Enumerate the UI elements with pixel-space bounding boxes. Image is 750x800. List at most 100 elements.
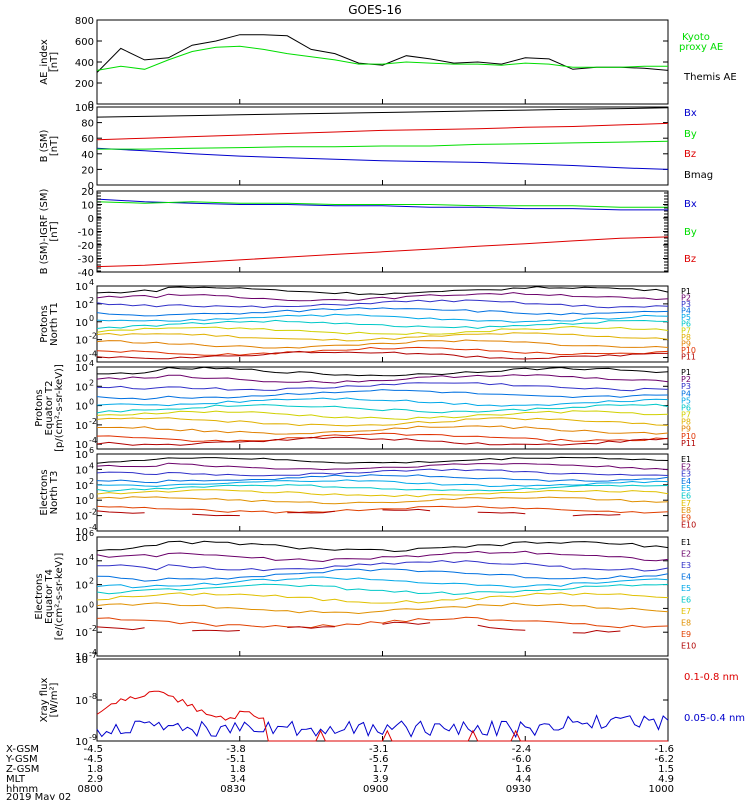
y-tick-label: 20 — [81, 165, 94, 176]
series-p1 — [97, 366, 669, 377]
y-tick-label: 10 — [75, 496, 88, 507]
legend-e6: E6 — [681, 492, 691, 501]
series-e1 — [96, 540, 669, 553]
series-p7 — [96, 325, 669, 335]
y-tick-label: 0 — [88, 214, 94, 225]
x-value: 1.7 — [373, 764, 389, 775]
y-tick-label-exp: 2 — [89, 577, 94, 586]
series-p6 — [96, 403, 669, 414]
series-0.05-0.4-nm — [96, 714, 669, 739]
y-tick-label: 10 — [75, 336, 88, 347]
y-tick-label: 10 — [81, 201, 94, 212]
x-value: -1.6 — [654, 744, 674, 755]
y-tick-label-exp: 2 — [89, 378, 94, 387]
y-axis-label: North T3 — [49, 471, 60, 515]
y-axis-label: B (SM)-IGRF (SM) — [39, 189, 50, 275]
panel-3 — [96, 190, 669, 273]
legend-e9: E9 — [681, 630, 691, 639]
legend-e8: E8 — [681, 619, 691, 628]
x-value: 0800 — [78, 784, 103, 795]
series-0.1-0.8-nm — [96, 690, 668, 742]
series-p7 — [96, 410, 669, 421]
y-axis-label: Electrons — [34, 573, 45, 619]
y-tick-label: 10 — [75, 402, 88, 413]
series-bz — [96, 236, 669, 268]
series-p3 — [96, 299, 669, 309]
legend-e9: E9 — [681, 513, 691, 522]
series-p2 — [96, 292, 669, 302]
panel-4 — [96, 285, 669, 363]
x-value: -6.0 — [512, 754, 532, 765]
y-tick-label: 80 — [81, 119, 94, 130]
y-tick-label: 10 — [75, 450, 88, 461]
panel-7 — [96, 536, 669, 657]
y-tick-label: 10 — [75, 696, 88, 707]
y-tick-label: 40 — [81, 150, 94, 161]
series-e5 — [96, 479, 669, 488]
y-axis-label: [nT] — [49, 52, 60, 72]
y-tick-label: 100 — [75, 103, 94, 114]
y-tick-label: 10 — [75, 628, 88, 639]
y-tick-label-exp: 0 — [89, 314, 94, 323]
series-p8 — [96, 417, 669, 427]
legend-bmag: Bmag — [684, 170, 713, 181]
legend-e2: E2 — [681, 550, 691, 559]
series-p9 — [96, 339, 669, 349]
series-e3 — [97, 560, 669, 572]
legend-p3: P3 — [681, 382, 691, 391]
chart-title: GOES-16 — [348, 3, 402, 17]
series-p10 — [96, 432, 669, 443]
series-e3 — [96, 468, 669, 477]
series-by — [97, 140, 669, 150]
x-value: 0930 — [506, 784, 531, 795]
legend-kyoto-proxy-ae: Kyoto — [682, 32, 710, 43]
panel-6 — [96, 453, 669, 532]
y-tick-label: 10 — [75, 354, 88, 365]
y-tick-label: -20 — [78, 241, 94, 252]
series-kyoto-proxy-ae — [96, 45, 668, 71]
legend-p11: P11 — [681, 352, 696, 361]
y-tick-label: 10 — [75, 282, 88, 293]
series-p4 — [96, 307, 669, 317]
y-axis-label: North T1 — [49, 302, 60, 346]
y-tick-label: 600 — [75, 37, 94, 48]
series-e2 — [96, 462, 669, 471]
legend-p4: P4 — [681, 389, 691, 398]
legend-bz: Bz — [684, 149, 696, 160]
x-value: -5.6 — [369, 754, 389, 765]
legend-e1: E1 — [681, 538, 691, 547]
legend-e1: E1 — [681, 455, 691, 464]
panel-5 — [96, 366, 669, 450]
x-value: 4.9 — [658, 774, 674, 785]
series-e8 — [96, 496, 669, 505]
x-row-label: hhmm — [6, 784, 38, 795]
y-tick-label-exp: -8 — [89, 692, 97, 701]
y-tick-label: 800 — [75, 16, 94, 27]
y-tick-label: 10 — [75, 604, 88, 615]
y-tick-label: 10 — [75, 652, 88, 663]
x-value: 3.4 — [230, 774, 246, 785]
legend-p9: P9 — [681, 339, 691, 348]
series-e1 — [96, 456, 669, 464]
series-e9 — [96, 616, 669, 629]
y-axis-label: Equator T2 — [44, 381, 55, 436]
y-tick-label: 10 — [75, 421, 88, 432]
y-tick-label: 10 — [75, 382, 88, 393]
series-p11 — [96, 436, 669, 446]
panel-frame — [96, 19, 669, 105]
legend-p10: P10 — [681, 432, 696, 441]
y-tick-label-exp: -4 — [89, 648, 97, 657]
x-value: -4.5 — [83, 744, 103, 755]
series-e6 — [96, 583, 669, 596]
y-tick-label: 10 — [75, 440, 88, 451]
legend-themis-ae: Themis AE — [683, 72, 737, 83]
y-axis-label: Protons — [39, 305, 50, 342]
y-tick-label: 10 — [75, 737, 88, 748]
series-e7 — [96, 489, 669, 498]
y-tick-label-exp: -7 — [89, 651, 97, 660]
legend-e5: E5 — [681, 484, 691, 493]
y-tick-label: 10 — [75, 581, 88, 592]
y-tick-label: -40 — [78, 268, 94, 279]
